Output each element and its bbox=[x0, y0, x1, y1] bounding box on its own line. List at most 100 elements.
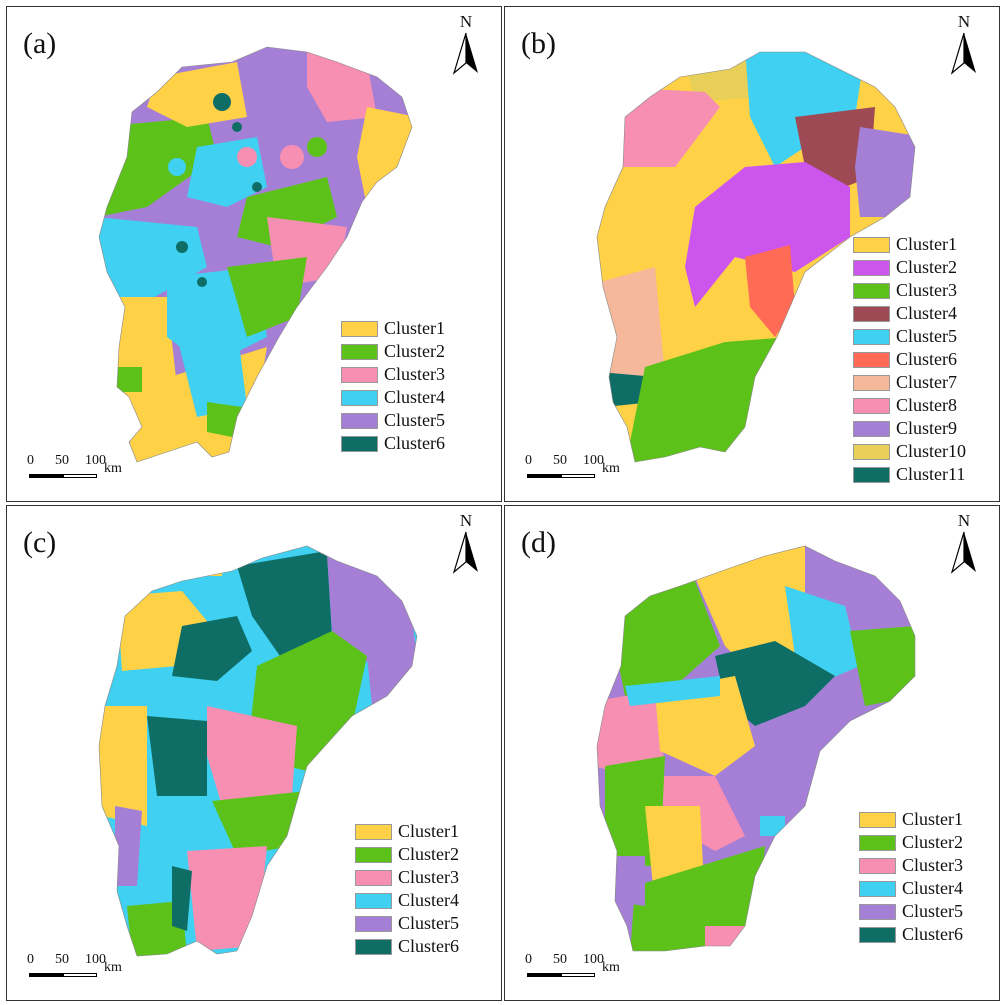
legend-label: Cluster3 bbox=[896, 280, 957, 300]
north-arrow-icon bbox=[452, 32, 478, 75]
legend-label: Cluster8 bbox=[896, 395, 957, 415]
legend-swatch bbox=[355, 823, 392, 840]
scale-segment bbox=[63, 474, 97, 478]
legend-item: Cluster9 bbox=[853, 417, 966, 440]
legend-label: Cluster3 bbox=[398, 867, 459, 887]
legend-swatch bbox=[853, 282, 890, 299]
legend-swatch bbox=[341, 389, 378, 406]
scale-segment bbox=[561, 973, 595, 977]
scale-bar: 0 50 100 km bbox=[27, 453, 157, 487]
legend-label: Cluster5 bbox=[398, 913, 459, 933]
scale-tick: 0 bbox=[525, 453, 532, 468]
legend-item: Cluster6 bbox=[355, 935, 459, 958]
legend-label: Cluster3 bbox=[384, 364, 445, 384]
scale-segment bbox=[527, 973, 561, 977]
legend-label: Cluster1 bbox=[398, 821, 459, 841]
legend-swatch bbox=[853, 443, 890, 460]
map-panel-d: (d) N Cluster1 Cluster2 Cluster3 Cluster… bbox=[504, 505, 1000, 1001]
map-panel-a: (a) N Cluster1 Cluster2 Cluster3 Cluster… bbox=[6, 6, 502, 502]
legend-swatch bbox=[853, 236, 890, 253]
legend-swatch bbox=[859, 857, 896, 874]
panel-label-c: (c) bbox=[23, 526, 57, 559]
legend-label: Cluster3 bbox=[902, 855, 963, 875]
legend-item: Cluster6 bbox=[859, 923, 963, 946]
legend-b: Cluster1 Cluster2 Cluster3 Cluster4 Clus… bbox=[853, 233, 966, 486]
legend-swatch bbox=[341, 412, 378, 429]
legend-item: Cluster2 bbox=[859, 831, 963, 854]
north-arrow: N bbox=[949, 13, 979, 79]
legend-item: Cluster4 bbox=[355, 889, 459, 912]
legend-item: Cluster1 bbox=[859, 808, 963, 831]
legend-item: Cluster2 bbox=[853, 256, 966, 279]
scale-tick: 100 bbox=[583, 453, 604, 468]
legend-label: Cluster5 bbox=[902, 901, 963, 921]
legend-label: Cluster11 bbox=[896, 464, 966, 484]
legend-swatch bbox=[355, 869, 392, 886]
scale-tick: 0 bbox=[525, 952, 532, 967]
legend-item: Cluster1 bbox=[341, 317, 445, 340]
legend-swatch bbox=[859, 834, 896, 851]
scale-tick: 50 bbox=[55, 453, 69, 468]
legend-swatch bbox=[355, 892, 392, 909]
legend-label: Cluster1 bbox=[896, 234, 957, 254]
scale-unit: km bbox=[104, 461, 122, 476]
legend-item: Cluster4 bbox=[859, 877, 963, 900]
north-arrow: N bbox=[451, 512, 481, 578]
legend-label: Cluster2 bbox=[384, 341, 445, 361]
scale-bar: 0 50 100 km bbox=[525, 952, 655, 986]
legend-label: Cluster6 bbox=[902, 924, 963, 944]
legend-label: Cluster6 bbox=[896, 349, 957, 369]
legend-item: Cluster11 bbox=[853, 463, 966, 486]
legend-swatch bbox=[853, 397, 890, 414]
legend-label: Cluster1 bbox=[384, 318, 445, 338]
scale-segment bbox=[29, 474, 63, 478]
legend-item: Cluster5 bbox=[355, 912, 459, 935]
legend-swatch bbox=[853, 420, 890, 437]
legend-item: Cluster5 bbox=[853, 325, 966, 348]
scale-tick: 50 bbox=[553, 952, 567, 967]
legend-label: Cluster10 bbox=[896, 441, 966, 461]
north-arrow-icon bbox=[452, 531, 478, 574]
legend-swatch bbox=[341, 366, 378, 383]
legend-swatch bbox=[859, 811, 896, 828]
scale-tick: 100 bbox=[85, 952, 106, 967]
scale-tick: 0 bbox=[27, 952, 34, 967]
scale-segment bbox=[561, 474, 595, 478]
north-arrow-icon bbox=[950, 32, 976, 75]
scale-tick: 50 bbox=[553, 453, 567, 468]
legend-swatch bbox=[853, 259, 890, 276]
scale-bar: 0 50 100 km bbox=[525, 453, 655, 487]
legend-label: Cluster4 bbox=[398, 890, 459, 910]
legend-d: Cluster1 Cluster2 Cluster3 Cluster4 Clus… bbox=[859, 808, 963, 946]
cluster-map-b bbox=[596, 51, 916, 463]
legend-swatch bbox=[341, 343, 378, 360]
legend-swatch bbox=[853, 374, 890, 391]
legend-label: Cluster6 bbox=[398, 936, 459, 956]
map-panel-c: (c) N Cluster1 Cluster2 Cluster3 Cluster… bbox=[6, 505, 502, 1001]
scale-tick: 50 bbox=[55, 952, 69, 967]
scale-tick: 0 bbox=[27, 453, 34, 468]
legend-label: Cluster9 bbox=[896, 418, 957, 438]
legend-swatch bbox=[355, 915, 392, 932]
legend-label: Cluster2 bbox=[902, 832, 963, 852]
legend-item: Cluster5 bbox=[859, 900, 963, 923]
legend-swatch bbox=[853, 466, 890, 483]
legend-item: Cluster6 bbox=[853, 348, 966, 371]
legend-label: Cluster6 bbox=[384, 433, 445, 453]
north-arrow: N bbox=[451, 13, 481, 79]
scale-unit: km bbox=[602, 461, 620, 476]
legend-swatch bbox=[853, 305, 890, 322]
legend-label: Cluster4 bbox=[896, 303, 957, 323]
legend-label: Cluster2 bbox=[398, 844, 459, 864]
cluster-map-d bbox=[596, 545, 916, 952]
legend-item: Cluster6 bbox=[341, 432, 445, 455]
legend-item: Cluster1 bbox=[853, 233, 966, 256]
scale-tick: 100 bbox=[85, 453, 106, 468]
legend-swatch bbox=[355, 938, 392, 955]
scale-segment bbox=[527, 474, 561, 478]
legend-item: Cluster3 bbox=[341, 363, 445, 386]
legend-swatch bbox=[859, 903, 896, 920]
panel-label-b: (b) bbox=[521, 27, 556, 60]
legend-a: Cluster1 Cluster2 Cluster3 Cluster4 Clus… bbox=[341, 317, 445, 455]
legend-swatch bbox=[853, 351, 890, 368]
